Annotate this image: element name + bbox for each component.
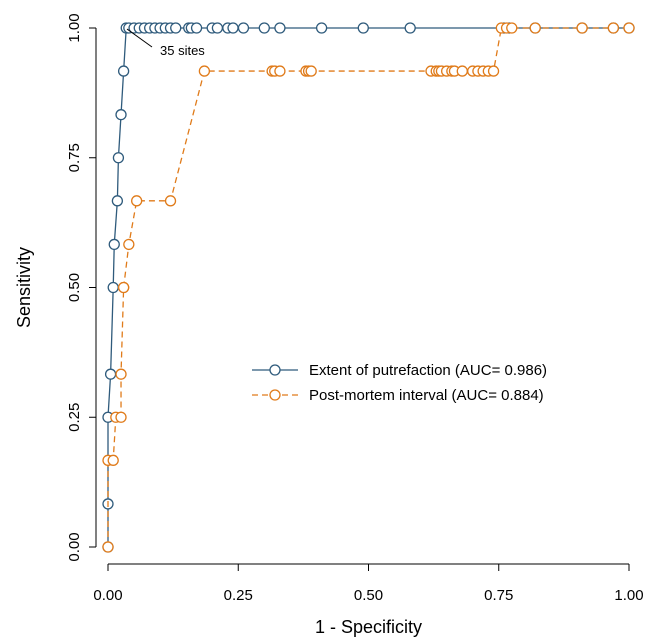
y-tick-label: 0.25 xyxy=(66,403,83,432)
data-point xyxy=(506,22,518,34)
x-axis-ticks: 0.00 0.25 0.50 0.75 1.00 xyxy=(93,564,644,604)
x-tick-label: 0.75 xyxy=(484,587,513,604)
x-tick-label: 0.50 xyxy=(354,587,383,604)
series-line-0 xyxy=(107,27,629,547)
data-point xyxy=(357,22,369,34)
data-point xyxy=(190,22,203,34)
data-point xyxy=(108,238,120,251)
legend-marker-putrefaction xyxy=(269,364,281,376)
y-tick-label: 0.00 xyxy=(66,532,83,561)
data-point xyxy=(274,65,286,77)
data-point xyxy=(123,238,135,251)
data-point xyxy=(115,109,127,121)
annotation-leader-line xyxy=(126,28,153,48)
series-line-1 xyxy=(107,27,629,547)
data-point xyxy=(115,368,127,380)
x-axis-title: 1 - Specificity xyxy=(315,617,422,637)
x-tick-label: 0.00 xyxy=(93,587,122,604)
legend-marker-pmi xyxy=(269,389,281,401)
y-tick-label: 1.00 xyxy=(66,13,83,42)
data-point xyxy=(237,22,250,34)
data-point xyxy=(111,195,124,207)
data-point xyxy=(607,22,620,34)
y-axis-title: Sensitivity xyxy=(14,247,34,328)
data-point xyxy=(104,368,117,380)
data-point xyxy=(211,22,224,34)
legend-label-pmi: Post-mortem interval (AUC= 0.884) xyxy=(309,387,544,404)
data-point xyxy=(117,281,130,294)
y-tick-label: 0.75 xyxy=(66,143,83,172)
data-point xyxy=(305,65,317,77)
series-1 xyxy=(102,22,635,553)
data-point xyxy=(107,281,119,294)
data-point xyxy=(170,22,182,34)
data-point xyxy=(274,22,286,34)
data-point xyxy=(115,411,127,423)
data-point xyxy=(404,22,416,34)
x-tick-label: 1.00 xyxy=(614,587,643,604)
data-point xyxy=(258,22,270,34)
data-point xyxy=(131,195,143,207)
data-point xyxy=(456,65,468,77)
data-point xyxy=(576,22,588,34)
annotation-35-sites: 35 sites xyxy=(160,43,205,58)
data-point xyxy=(623,22,635,34)
data-point xyxy=(487,65,500,77)
data-point xyxy=(112,152,125,164)
y-axis-ticks: 0.00 0.25 0.50 0.75 1.00 xyxy=(66,13,96,562)
data-point xyxy=(102,541,114,553)
x-tick-label: 0.25 xyxy=(224,587,253,604)
data-point xyxy=(529,22,541,34)
data-point xyxy=(198,65,211,77)
series-layer xyxy=(102,22,635,553)
legend-label-putrefaction: Extent of putrefaction (AUC= 0.986) xyxy=(309,362,547,379)
data-point xyxy=(107,454,119,466)
data-point xyxy=(117,65,130,77)
data-point xyxy=(227,22,239,34)
data-point xyxy=(315,22,328,34)
data-point xyxy=(164,195,177,207)
y-tick-label: 0.50 xyxy=(66,273,83,302)
series-0 xyxy=(102,22,635,553)
legend: Extent of putrefaction (AUC= 0.986) Post… xyxy=(252,362,547,404)
